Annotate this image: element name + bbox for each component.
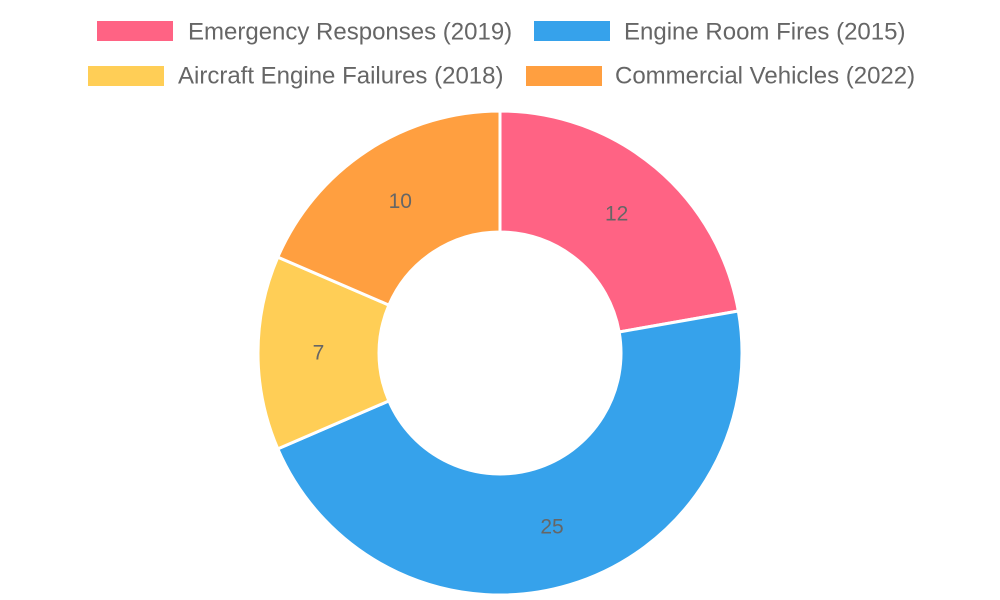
legend-swatch [534,21,610,41]
doughnut-slice[interactable] [276,309,744,597]
slice-value-label: 25 [540,515,563,538]
legend-item[interactable]: Aircraft Engine Failures (2018) [88,63,503,90]
legend-item[interactable]: Engine Room Fires (2015) [534,19,905,46]
chart-data-labels: 12 25 7 10 [313,190,629,539]
slice-value-label: 12 [605,202,628,225]
legend-label: Aircraft Engine Failures (2018) [178,63,503,90]
doughnut-slice[interactable] [498,109,740,334]
legend-label: Engine Room Fires (2015) [624,19,905,46]
chart-legend: Emergency Responses (2019) Engine Room Fi… [88,19,915,90]
chart-slices [256,109,744,597]
legend-label: Emergency Responses (2019) [188,19,512,46]
slice-value-label: 7 [313,342,325,365]
doughnut-slice[interactable] [276,109,502,307]
legend-swatch [97,21,173,41]
doughnut-slice[interactable] [256,255,391,451]
legend-swatch [88,66,164,86]
legend-label: Commercial Vehicles (2022) [615,63,915,90]
legend-swatch [526,66,602,86]
legend-item[interactable]: Commercial Vehicles (2022) [526,63,915,90]
legend-item[interactable]: Emergency Responses (2019) [97,19,512,46]
slice-value-label: 10 [389,190,412,213]
